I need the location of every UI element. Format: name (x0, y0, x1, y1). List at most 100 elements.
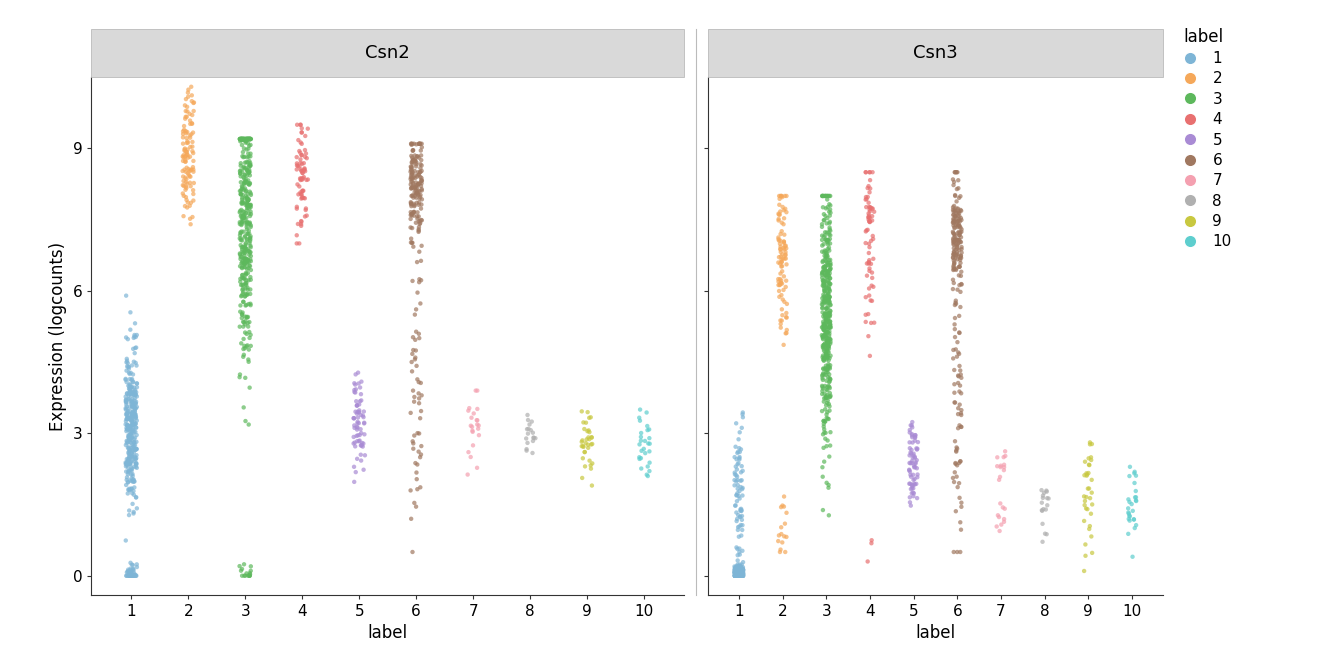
Point (950, 226, 972, 237)
Point (946, 196, 968, 207)
Point (125, 413, 146, 423)
Point (818, 414, 840, 425)
Point (290, 220, 312, 231)
Point (116, 414, 137, 425)
Point (231, 251, 253, 262)
Point (124, 403, 145, 413)
Point (771, 500, 793, 511)
Point (348, 407, 370, 417)
Point (899, 492, 921, 503)
Point (902, 430, 923, 441)
Point (122, 444, 144, 454)
Point (237, 222, 258, 233)
Point (238, 159, 259, 170)
Point (176, 128, 198, 138)
Point (816, 318, 837, 329)
Point (347, 412, 368, 423)
Point (235, 283, 257, 294)
Point (233, 198, 254, 208)
Point (946, 546, 968, 557)
Point (730, 568, 751, 579)
Point (950, 421, 972, 432)
Point (812, 383, 833, 394)
Point (401, 174, 422, 185)
Point (403, 183, 425, 194)
Point (726, 496, 747, 507)
Point (231, 181, 253, 192)
Point (986, 452, 1008, 463)
Point (950, 222, 972, 233)
Point (812, 191, 833, 202)
Point (1122, 505, 1144, 516)
Point (943, 324, 965, 335)
Point (775, 308, 797, 319)
Point (406, 192, 427, 203)
Point (817, 308, 839, 319)
Point (571, 441, 593, 452)
Point (943, 229, 965, 240)
Point (348, 436, 370, 447)
Point (728, 571, 750, 581)
Point (816, 191, 837, 202)
Point (234, 134, 255, 144)
Point (125, 389, 146, 400)
Point (818, 294, 840, 304)
Point (125, 403, 146, 414)
Point (726, 490, 747, 501)
Point (238, 134, 259, 144)
Point (993, 452, 1015, 462)
Point (855, 238, 876, 249)
Point (290, 120, 312, 130)
Point (118, 454, 140, 465)
Point (238, 167, 259, 178)
Point (347, 430, 368, 441)
Point (410, 163, 431, 173)
Point (241, 274, 262, 285)
Point (859, 216, 880, 227)
Point (1081, 474, 1102, 485)
Point (410, 138, 431, 149)
Point (859, 239, 880, 249)
Point (579, 427, 601, 437)
Point (817, 272, 839, 283)
Point (814, 191, 836, 202)
Point (993, 460, 1015, 470)
Point (820, 374, 841, 384)
Point (724, 564, 746, 575)
Point (230, 235, 251, 245)
Point (945, 298, 966, 308)
Point (770, 277, 792, 288)
Point (773, 491, 794, 502)
Point (814, 285, 836, 296)
Point (238, 134, 259, 144)
Point (724, 469, 746, 480)
Point (817, 275, 839, 286)
Point (293, 158, 314, 169)
Point (116, 391, 137, 402)
Point (813, 369, 835, 380)
Point (230, 206, 251, 216)
Point (234, 571, 255, 581)
Point (724, 561, 746, 572)
Point (173, 211, 195, 222)
Point (120, 414, 141, 425)
Point (726, 571, 747, 581)
Point (816, 384, 837, 395)
Point (727, 565, 749, 576)
Point (401, 173, 422, 183)
Point (728, 571, 750, 581)
Point (812, 386, 833, 396)
Point (817, 213, 839, 224)
Point (345, 396, 367, 407)
Point (812, 352, 833, 363)
Point (817, 395, 839, 406)
Point (813, 363, 835, 374)
Point (818, 264, 840, 275)
Point (950, 286, 972, 297)
Point (769, 274, 790, 284)
Point (899, 464, 921, 475)
Point (122, 401, 144, 412)
Point (730, 475, 751, 486)
Point (775, 325, 797, 335)
Point (118, 423, 140, 433)
